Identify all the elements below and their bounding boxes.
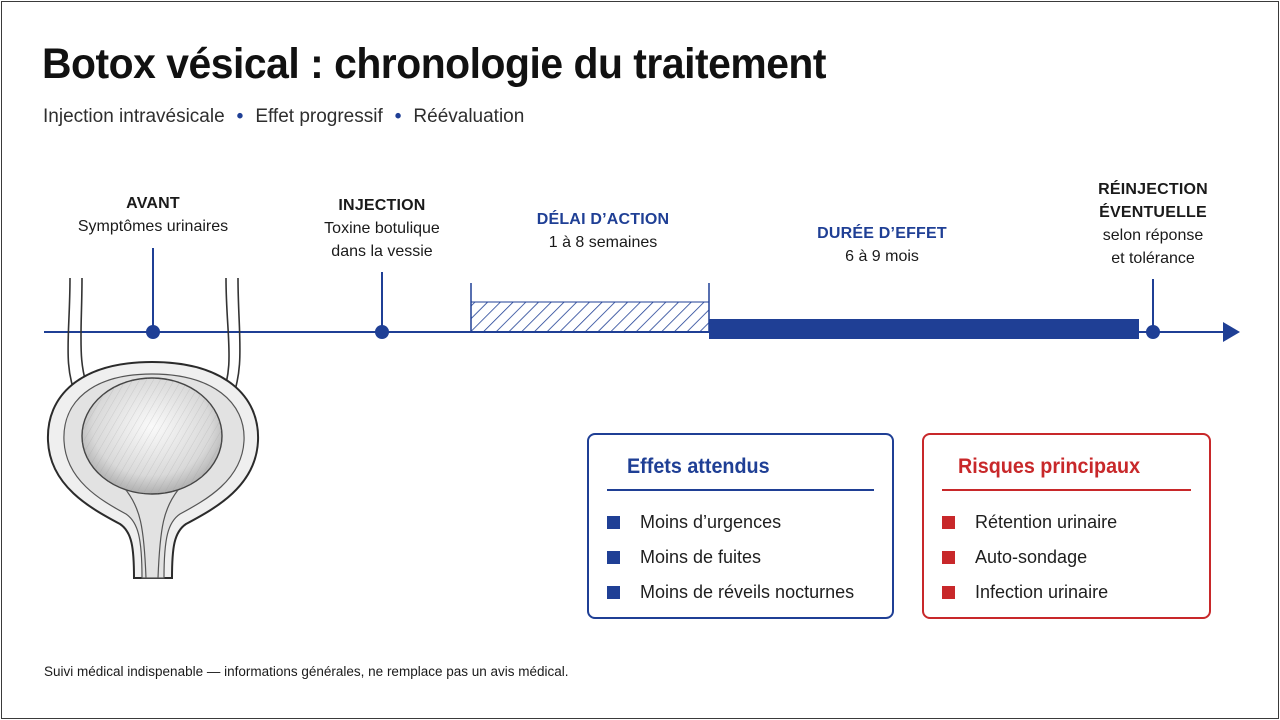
step-injection: INJECTION Toxine botulique dans la vessi… <box>324 194 440 263</box>
step-delai: DÉLAI D’ACTION 1 à 8 semaines <box>537 208 670 254</box>
list-item: Infection urinaire <box>942 575 1117 610</box>
step-reinjection-desc-1: selon réponse <box>1102 227 1204 244</box>
arrow-right-icon <box>1223 322 1240 342</box>
step-avant-desc: Symptômes urinaires <box>77 218 229 235</box>
square-bullet-icon <box>607 551 620 564</box>
step-duree-title: DURÉE D’EFFET <box>817 225 947 242</box>
list-item: Moins de réveils nocturnes <box>607 575 854 610</box>
list-item-label: Rétention urinaire <box>975 512 1118 532</box>
page-title: Botox vésical : chronologie du traitemen… <box>42 40 827 88</box>
card-divider <box>942 489 1191 491</box>
list-item-label: Infection urinaire <box>975 582 1109 602</box>
step-delai-title: DÉLAI D’ACTION <box>536 211 670 228</box>
step-delai-desc: 1 à 8 semaines <box>548 234 658 251</box>
square-bullet-icon <box>942 586 955 599</box>
subtitle-item-injection: Injection intravésicale <box>43 106 225 127</box>
list-item-label: Moins d’urgences <box>640 512 782 532</box>
list-item-label: Moins de réveils nocturnes <box>640 582 855 602</box>
card-effets-list: Moins d’urgences Moins de fuites Moins d… <box>607 505 854 610</box>
list-item-label: Moins de fuites <box>640 547 762 567</box>
card-divider <box>607 489 874 491</box>
bullet-dot-icon: • <box>236 106 244 127</box>
card-risques-principaux: Risques principaux Rétention urinaire Au… <box>922 433 1211 619</box>
step-injection-desc-1: Toxine botulique <box>324 220 440 237</box>
step-injection-desc-2: dans la vessie <box>331 243 433 260</box>
list-item: Auto-sondage <box>942 540 1117 575</box>
step-reinjection-title-1: RÉINJECTION <box>1098 181 1208 198</box>
footer-disclaimer: Suivi médical indispenable — information… <box>44 664 569 679</box>
list-item: Rétention urinaire <box>942 505 1117 540</box>
marker-injection <box>375 325 389 339</box>
step-reinjection: RÉINJECTION ÉVENTUELLE selon réponse et … <box>1098 178 1208 270</box>
effect-duration-bar <box>709 319 1139 339</box>
bullet-dot-icon: • <box>394 106 402 127</box>
delay-period-band <box>470 301 710 333</box>
card-risques-list: Rétention urinaire Auto-sondage Infectio… <box>942 505 1117 610</box>
step-duree-desc: 6 à 9 mois <box>845 248 919 265</box>
subtitle-item-reevaluation: Réévaluation <box>413 106 525 127</box>
card-effets-attendus: Effets attendus Moins d’urgences Moins d… <box>587 433 894 619</box>
card-effets-title: Effets attendus <box>627 455 770 478</box>
marker-reinjection <box>1146 325 1160 339</box>
square-bullet-icon <box>942 516 955 529</box>
subtitle: Injection intravésicale • Effet progress… <box>43 106 524 128</box>
square-bullet-icon <box>607 586 620 599</box>
step-injection-title: INJECTION <box>338 197 426 214</box>
list-item: Moins de fuites <box>607 540 854 575</box>
square-bullet-icon <box>607 516 620 529</box>
subtitle-item-effect: Effet progressif <box>255 106 383 127</box>
step-reinjection-title-2: ÉVENTUELLE <box>1099 204 1207 221</box>
list-item-label: Auto-sondage <box>975 547 1088 567</box>
step-avant: AVANT Symptômes urinaires <box>78 192 228 238</box>
bladder-illustration-icon <box>46 277 260 579</box>
step-reinjection-desc-2: et tolérance <box>1111 250 1195 267</box>
square-bullet-icon <box>942 551 955 564</box>
card-risques-title: Risques principaux <box>958 455 1141 478</box>
marker-avant <box>146 325 160 339</box>
step-avant-title: AVANT <box>126 195 180 212</box>
list-item: Moins d’urgences <box>607 505 854 540</box>
step-duree: DURÉE D’EFFET 6 à 9 mois <box>817 222 947 268</box>
